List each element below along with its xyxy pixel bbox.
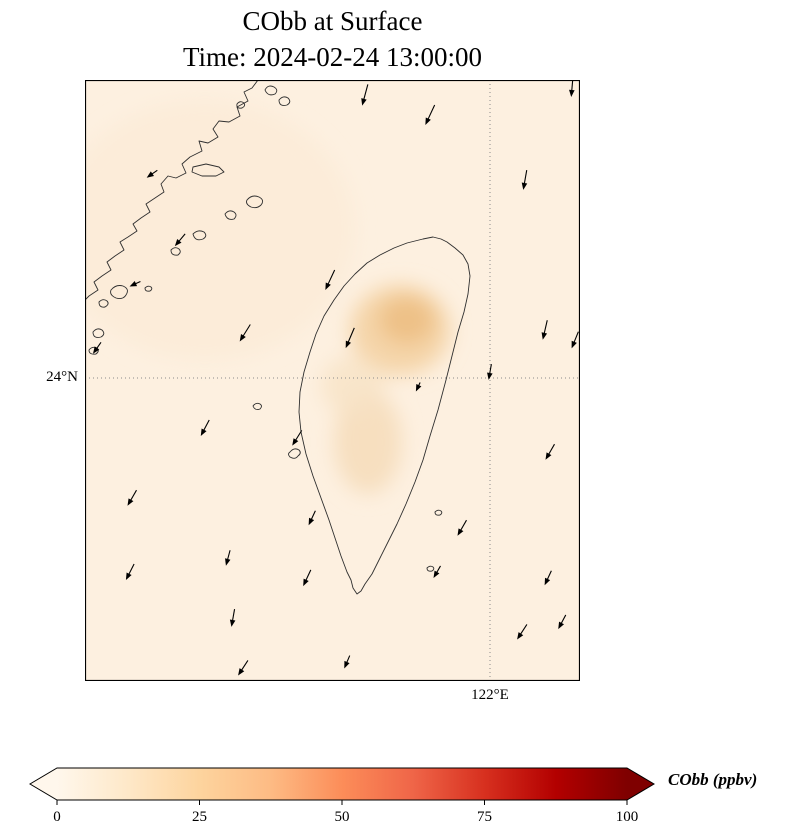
colorbar-tick-label: 25 <box>192 809 207 825</box>
colorbar: 0 25 50 75 100 <box>29 767 655 825</box>
coastline-orchid-island <box>426 565 435 572</box>
map-border <box>85 80 580 681</box>
colorbar-tick-label: 0 <box>53 809 61 825</box>
wind-arrow <box>146 169 158 178</box>
wind-arrow <box>345 327 355 349</box>
wind-arrow <box>325 269 336 290</box>
wind-arrows <box>92 80 579 676</box>
coastline-islet <box>264 85 278 96</box>
wind-arrow <box>433 565 441 579</box>
wind-arrow <box>425 104 436 125</box>
wind-arrow <box>292 430 303 446</box>
wind-arrow <box>238 660 249 676</box>
coastline-islet <box>92 328 105 338</box>
lat-tick-label-24n: 24°N <box>46 369 78 385</box>
coastline-islet <box>236 101 246 109</box>
wind-arrow <box>200 419 210 436</box>
coastline-penghu <box>288 448 301 459</box>
colorbar-ticks: 0 25 50 75 100 <box>53 800 638 825</box>
coastline-penghu <box>252 402 262 411</box>
wind-arrow <box>415 382 422 392</box>
lon-tick-label-122e: 122°E <box>471 687 509 703</box>
wind-arrow <box>544 570 552 586</box>
wind-arrow <box>344 655 351 669</box>
coastline-islet <box>110 285 128 300</box>
heatmap-hotspot <box>379 296 435 344</box>
heatmap-hotspot <box>334 390 402 494</box>
coastline-islet <box>98 299 109 308</box>
coastline-islet <box>246 195 264 209</box>
wind-arrow <box>303 569 312 587</box>
wind-arrow <box>569 80 575 97</box>
wind-arrow <box>558 614 567 630</box>
coastline-china-mainland <box>85 80 259 301</box>
wind-arrow <box>571 331 579 349</box>
wind-arrow <box>308 510 316 526</box>
coastline-taiwan <box>298 236 471 595</box>
wind-arrow <box>545 443 555 460</box>
heatmap-hotspots <box>85 100 450 494</box>
colorbar-bar <box>29 767 655 801</box>
colorbar-tick-label: 100 <box>616 809 639 825</box>
wind-arrow <box>229 609 236 627</box>
coastline-green-island <box>434 509 443 516</box>
plot-subtitle: Time: 2024-02-24 13:00:00 <box>182 42 483 72</box>
wind-arrow <box>521 170 528 190</box>
wind-arrow <box>125 563 135 581</box>
heatmap-hotspot <box>321 356 385 416</box>
colorbar-tick-label: 50 <box>335 809 350 825</box>
coastline-long-island <box>191 163 225 177</box>
wind-arrow <box>92 341 102 354</box>
wind-arrow <box>129 280 141 287</box>
coastline-islet <box>144 285 153 292</box>
heatmap-hotspot <box>85 100 355 360</box>
wind-arrow <box>487 364 493 380</box>
coastline-islet <box>170 247 181 256</box>
colorbar-tick-label: 75 <box>477 809 492 825</box>
coastline-islet <box>224 210 237 220</box>
wind-arrow <box>225 550 231 566</box>
map-plot <box>85 80 580 681</box>
wind-arrow <box>517 624 528 640</box>
wind-arrow <box>239 324 251 342</box>
wind-arrow <box>457 519 467 536</box>
coastlines <box>85 80 471 595</box>
coastline-islet <box>88 346 99 355</box>
wind-arrow <box>127 489 137 506</box>
wind-arrow <box>361 84 369 106</box>
coastline-islet <box>278 96 291 106</box>
wind-arrow <box>541 320 548 340</box>
plot-title: CObb at Surface <box>242 6 423 36</box>
colorbar-label: CObb (ppbv) <box>668 770 758 789</box>
wind-arrow <box>174 233 186 247</box>
coastline-islet <box>192 230 207 241</box>
